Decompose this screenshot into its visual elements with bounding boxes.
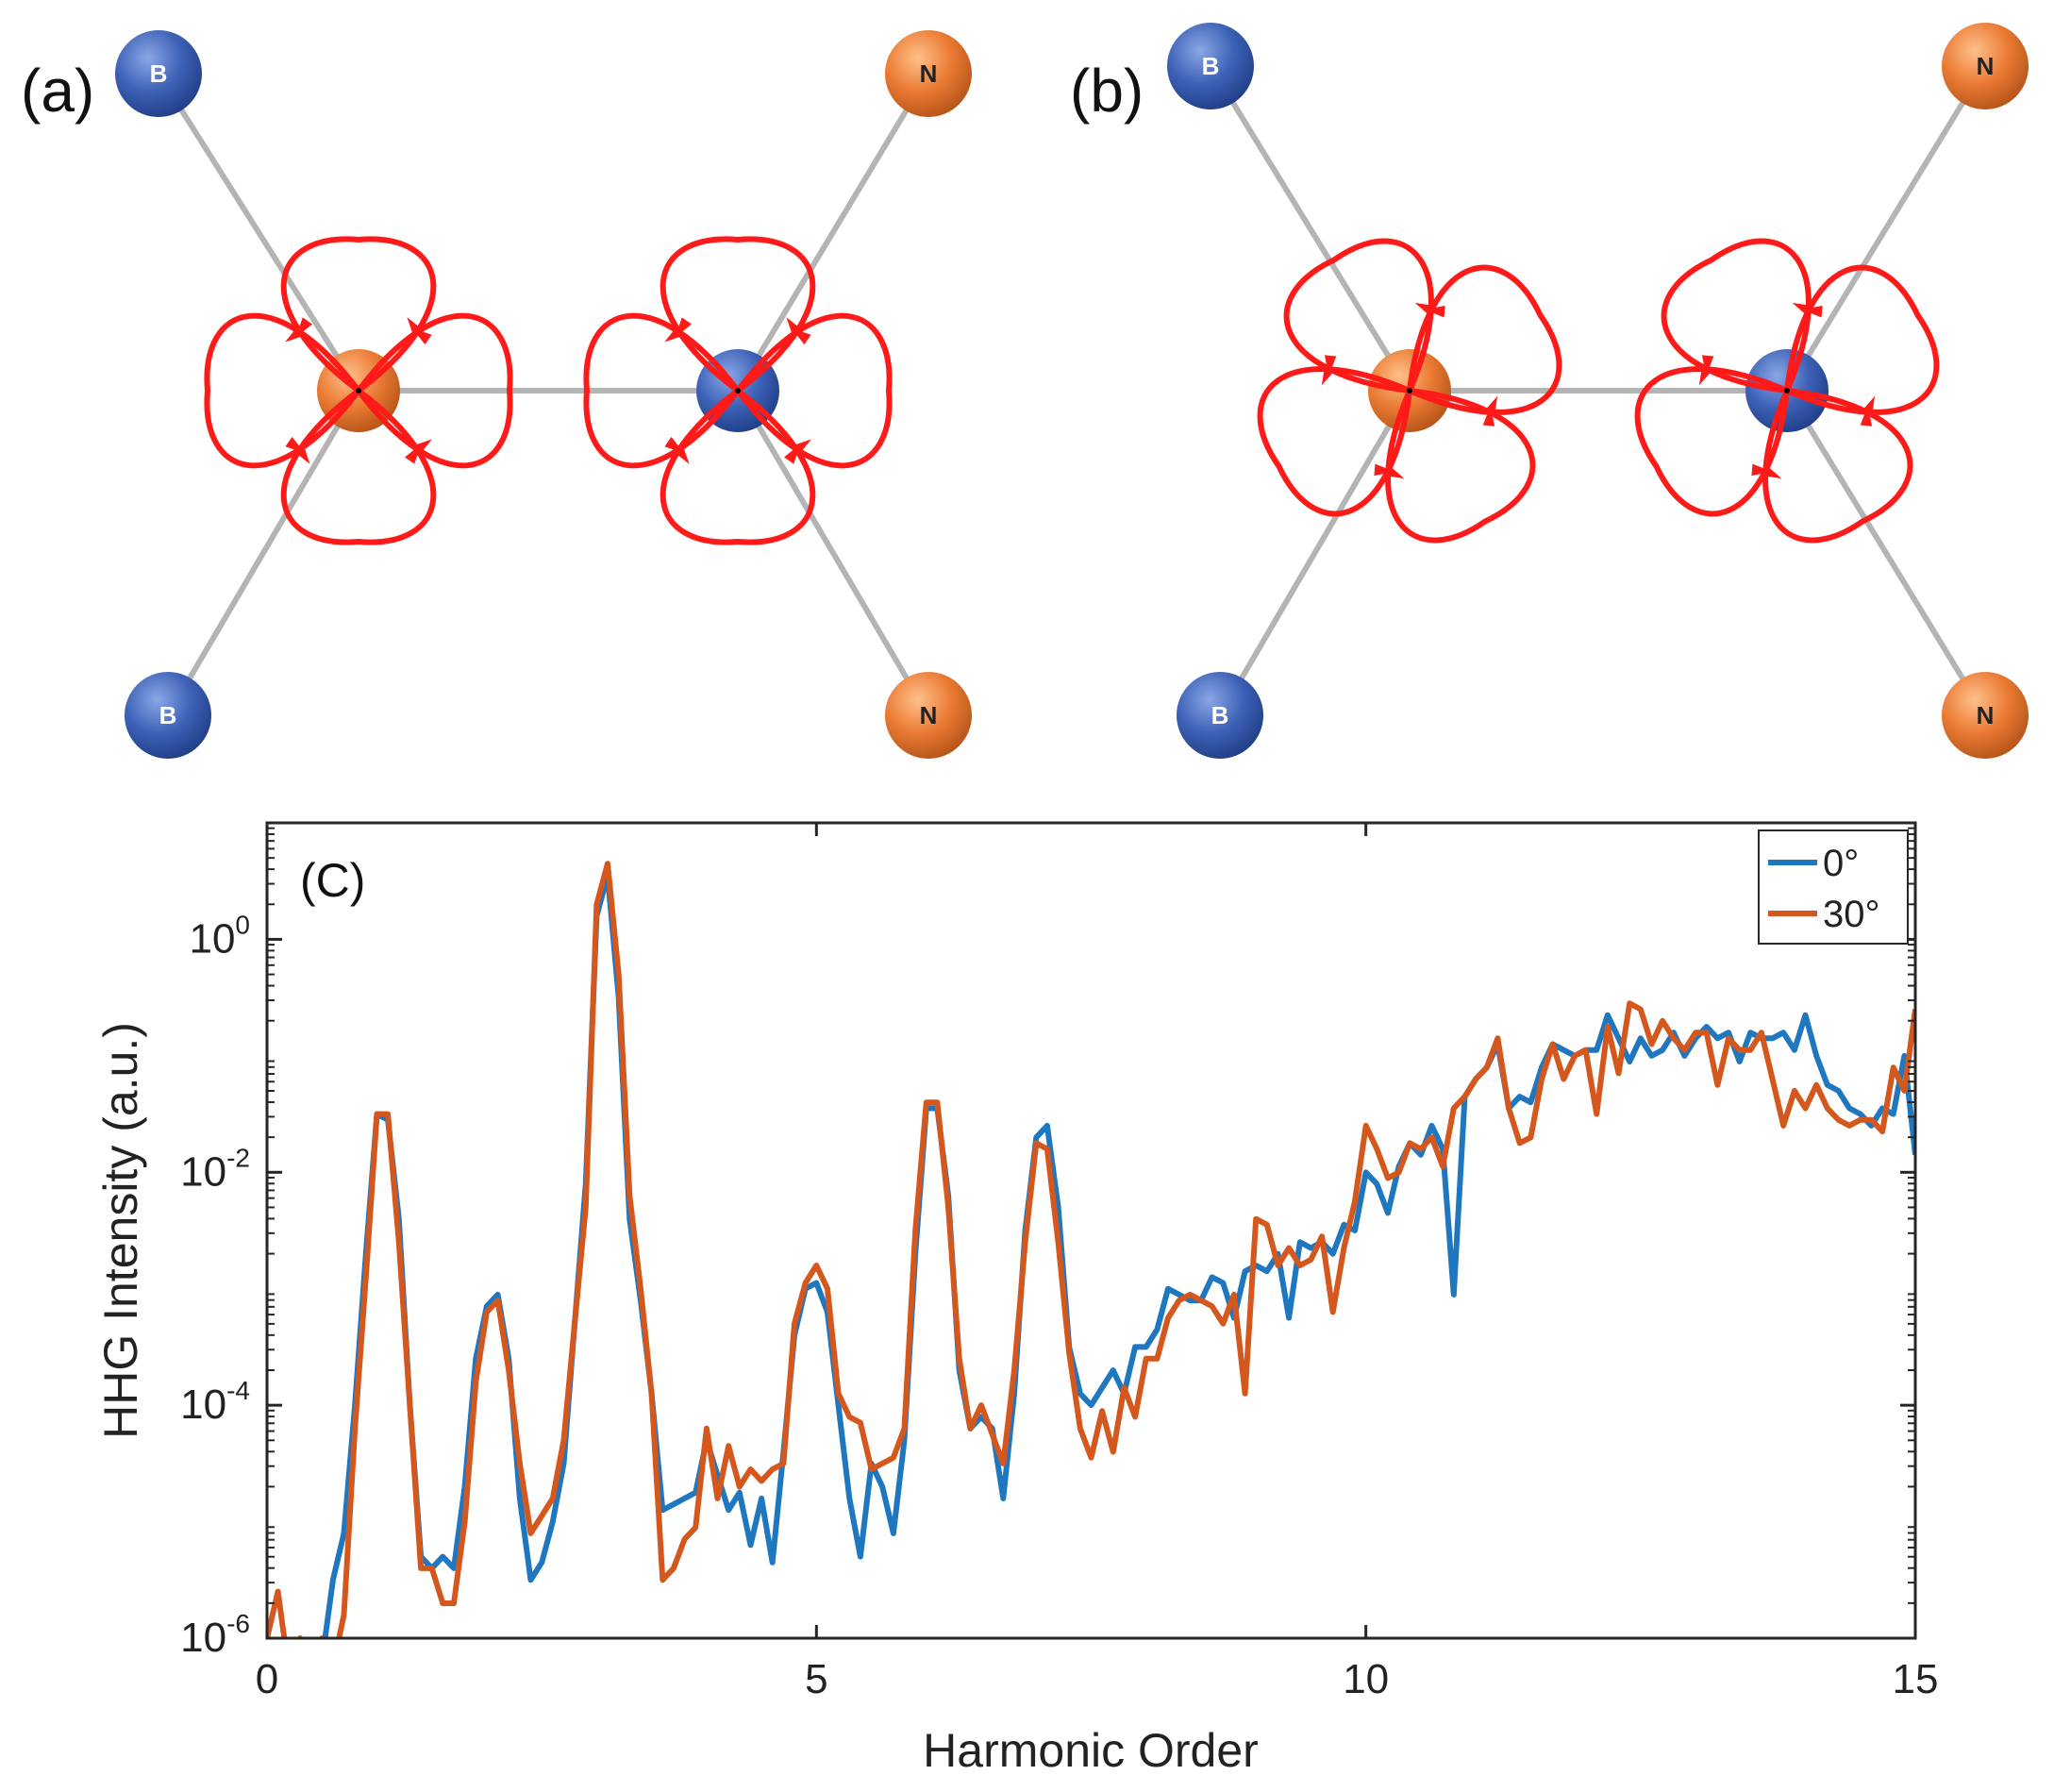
orbit-arrow bbox=[786, 317, 803, 338]
y-tick-label: 10-2 bbox=[180, 1143, 250, 1195]
orbit-arrow bbox=[1751, 463, 1773, 477]
orbit-arrow bbox=[664, 326, 685, 343]
bond bbox=[735, 72, 931, 393]
orbit-petal bbox=[660, 388, 816, 545]
orbit-petal bbox=[1784, 264, 1940, 415]
orbit-petal bbox=[280, 236, 437, 394]
svg-text:B: B bbox=[1211, 701, 1229, 729]
y-axis-title: HHG Intensity (a.u.) bbox=[94, 1022, 147, 1439]
orbit-flower-right bbox=[583, 236, 893, 545]
orbit-petal bbox=[204, 312, 361, 469]
orbit-flower-left bbox=[204, 236, 513, 545]
bond bbox=[165, 389, 361, 717]
orbit-arrow bbox=[1482, 405, 1495, 427]
orbit-petal bbox=[1407, 264, 1562, 415]
panel-a-label: (a) bbox=[21, 57, 94, 125]
x-tick-label: 5 bbox=[805, 1656, 827, 1702]
orbit-petal bbox=[1283, 238, 1434, 394]
orbit-arrow bbox=[293, 444, 310, 464]
svg-text:B: B bbox=[1202, 52, 1220, 80]
atom-n-bottom-right: N bbox=[885, 672, 972, 759]
bond bbox=[1784, 64, 1988, 393]
orbit-petal bbox=[1385, 388, 1536, 544]
panel-b: (b) B B N N bbox=[1070, 23, 2029, 759]
bond bbox=[1784, 389, 1988, 717]
y-tick-label: 10-4 bbox=[180, 1376, 250, 1428]
series-line-0deg bbox=[267, 872, 1915, 1638]
orbit-arrow bbox=[1698, 364, 1713, 386]
y-tick-label: 100 bbox=[189, 910, 250, 962]
atom-b-top-left: B bbox=[1167, 23, 1254, 109]
svg-text:N: N bbox=[920, 701, 938, 729]
orbit-arrow bbox=[1324, 355, 1337, 377]
bond bbox=[1217, 389, 1412, 717]
center-dot bbox=[356, 388, 361, 394]
orbit-arrow bbox=[405, 444, 422, 464]
orbit-petal bbox=[1634, 366, 1790, 517]
orbit-arrow bbox=[1374, 463, 1395, 477]
atom-b-top-left: B bbox=[115, 30, 202, 117]
panel-a: (a) B B N N bbox=[21, 30, 972, 759]
orbit-arrow bbox=[1701, 355, 1714, 377]
orbit-petal bbox=[735, 312, 893, 469]
atom-b-bottom-left: B bbox=[125, 672, 211, 759]
y-tick-label: 10-6 bbox=[180, 1609, 250, 1661]
orbit-petal bbox=[660, 236, 816, 394]
panel-b-bonds bbox=[1208, 64, 1988, 717]
atom-b-bottom-left: B bbox=[1177, 672, 1263, 759]
legend-box bbox=[1758, 829, 1909, 945]
orbit-arrow bbox=[1321, 364, 1336, 386]
center-dot bbox=[1784, 388, 1790, 394]
x-axis-title: Harmonic Order bbox=[923, 1724, 1259, 1777]
orbit-flower-left bbox=[1257, 238, 1562, 544]
svg-text:B: B bbox=[159, 701, 177, 729]
orbit-arrow bbox=[1424, 305, 1445, 318]
orbit-petal bbox=[1762, 388, 1913, 544]
bond bbox=[156, 72, 361, 393]
plot-frame bbox=[265, 821, 1917, 1640]
legend: 0° 30° bbox=[1758, 829, 1909, 945]
orbit-arrow bbox=[1383, 464, 1405, 479]
panel-a-bonds bbox=[156, 72, 931, 717]
panel-c-chart: 0 5 10 15 10-6 10-4 10-2 100 (C) Harmonic Order… bbox=[94, 821, 1938, 1777]
orbit-arrow bbox=[1860, 405, 1873, 427]
atom-n-top-right: N bbox=[1942, 23, 2029, 109]
bond bbox=[1208, 64, 1412, 393]
orbit-arrow bbox=[1414, 302, 1436, 317]
orbit-arrow bbox=[673, 444, 690, 464]
center-dot bbox=[1407, 388, 1412, 394]
panel-b-label: (b) bbox=[1070, 57, 1144, 125]
plot-area bbox=[267, 823, 1915, 1638]
x-tick-label: 15 bbox=[1893, 1656, 1939, 1702]
series-line-30deg bbox=[267, 861, 1915, 1638]
svg-text:N: N bbox=[1977, 52, 1995, 80]
legend-label-0deg: 0° bbox=[1823, 843, 1859, 884]
tick-layer: 0 5 10 15 10-6 10-4 10-2 100 bbox=[180, 823, 1938, 1702]
orbit-arrow bbox=[784, 444, 801, 464]
orbit-arrow bbox=[407, 317, 424, 338]
orbit-petal bbox=[583, 312, 741, 469]
series-layer bbox=[267, 861, 1915, 1638]
panel-c-label: (C) bbox=[300, 854, 365, 907]
atom-n-bottom-right: N bbox=[1942, 672, 2029, 759]
orbit-petal bbox=[1661, 238, 1812, 394]
center-dot bbox=[735, 388, 741, 394]
x-tick-label: 10 bbox=[1343, 1656, 1389, 1702]
orbit-petal bbox=[1257, 366, 1412, 517]
bond bbox=[735, 389, 931, 717]
svg-text:N: N bbox=[920, 59, 938, 88]
atom-n-top-right: N bbox=[885, 30, 972, 117]
svg-text:N: N bbox=[1977, 701, 1995, 729]
orbit-arrow bbox=[1792, 302, 1813, 317]
orbit-petal bbox=[356, 312, 513, 469]
legend-label-30deg: 30° bbox=[1823, 894, 1880, 935]
orbit-petal bbox=[280, 388, 437, 545]
orbit-arrow bbox=[1801, 305, 1823, 318]
orbit-arrow bbox=[285, 326, 306, 343]
orbit-arrow bbox=[1761, 464, 1782, 479]
orbit-flower-right bbox=[1634, 238, 1940, 544]
svg-text:B: B bbox=[150, 59, 168, 88]
x-tick-label: 0 bbox=[256, 1656, 278, 1702]
